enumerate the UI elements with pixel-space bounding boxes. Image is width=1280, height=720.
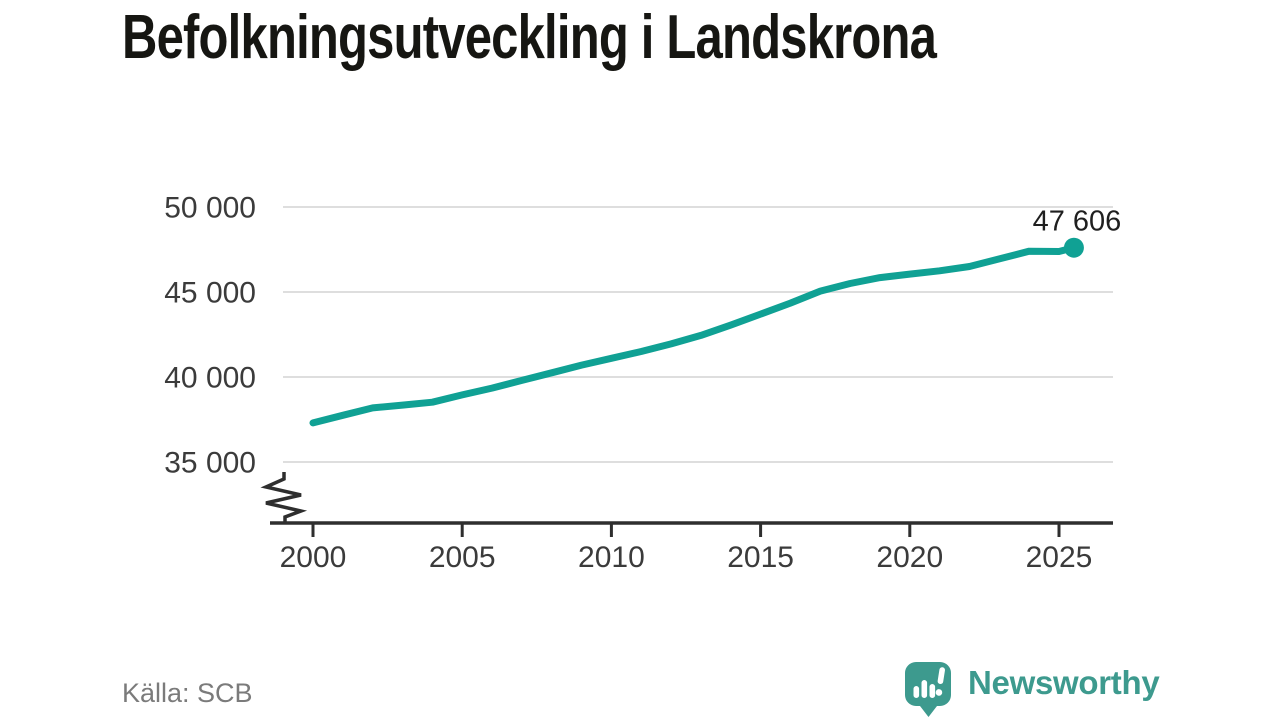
population-line-chart: 50 000 45 000 40 000 35 000 2000 2005 2010 2015…: [164, 192, 1122, 575]
source-label: Källa: SCB: [122, 678, 253, 708]
x-tick-label: 2000: [280, 541, 347, 574]
page-title: Befolkningsutveckling i Landskrona: [122, 3, 937, 72]
latest-value-label: 47 606: [1033, 206, 1122, 238]
newsworthy-wordmark: Newsworthy: [968, 663, 1160, 701]
x-tick-label: 2015: [727, 541, 794, 574]
x-tick-label: 2025: [1026, 541, 1093, 574]
y-tick-label: 40 000: [164, 362, 256, 395]
x-tick-label: 2005: [429, 541, 496, 574]
y-tick-label: 50 000: [164, 192, 256, 225]
x-tick-label: 2020: [876, 541, 943, 574]
speech-bubble-bar-chart-icon: [905, 662, 951, 717]
newsworthy-logo: Newsworthy: [901, 656, 1160, 718]
y-tick-label: 45 000: [164, 277, 256, 310]
x-tick-label: 2010: [578, 541, 645, 574]
axis-break-zigzag: [260, 472, 308, 523]
latest-value-dot: [1063, 237, 1084, 258]
y-tick-label: 35 000: [164, 447, 256, 480]
population-line: [309, 244, 1078, 427]
